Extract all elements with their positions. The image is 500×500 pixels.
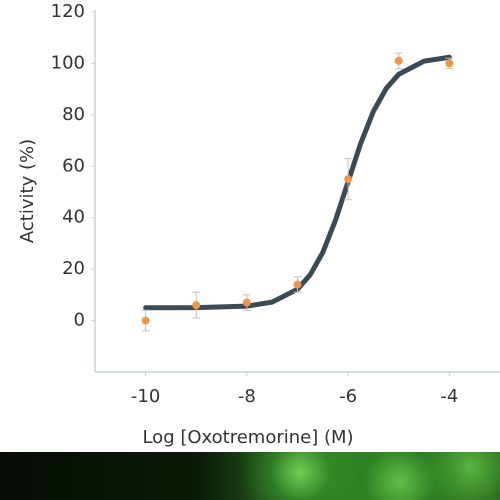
data-point bbox=[192, 301, 201, 310]
data-point bbox=[141, 316, 150, 325]
y-tick-label: 60 bbox=[62, 155, 85, 176]
y-axis-label: Activity (%) bbox=[17, 139, 38, 243]
data-point bbox=[293, 280, 302, 289]
y-tick-label: 40 bbox=[62, 207, 85, 228]
data-point bbox=[445, 59, 454, 68]
y-tick-label: 100 bbox=[51, 52, 85, 73]
x-tick-label: -4 bbox=[440, 386, 458, 407]
y-tick-label: 20 bbox=[62, 258, 85, 279]
y-tick-label: 0 bbox=[74, 310, 85, 331]
chart: Log [Oxotremorine] (M) Activity (%) 0 20 4… bbox=[17, 1, 500, 448]
x-tick-label: -6 bbox=[339, 386, 357, 407]
microscopy-image bbox=[0, 452, 500, 500]
x-tick-label: -10 bbox=[131, 386, 160, 407]
data-point bbox=[344, 175, 353, 184]
x-tick-label: -8 bbox=[238, 386, 256, 407]
x-axis-label: Log [Oxotremorine] (M) bbox=[142, 427, 353, 448]
fit-curve bbox=[143, 54, 452, 311]
y-tick-label: 120 bbox=[51, 1, 85, 22]
data-point bbox=[242, 298, 251, 307]
y-tick-label: 80 bbox=[62, 104, 85, 125]
data-point bbox=[394, 56, 403, 65]
